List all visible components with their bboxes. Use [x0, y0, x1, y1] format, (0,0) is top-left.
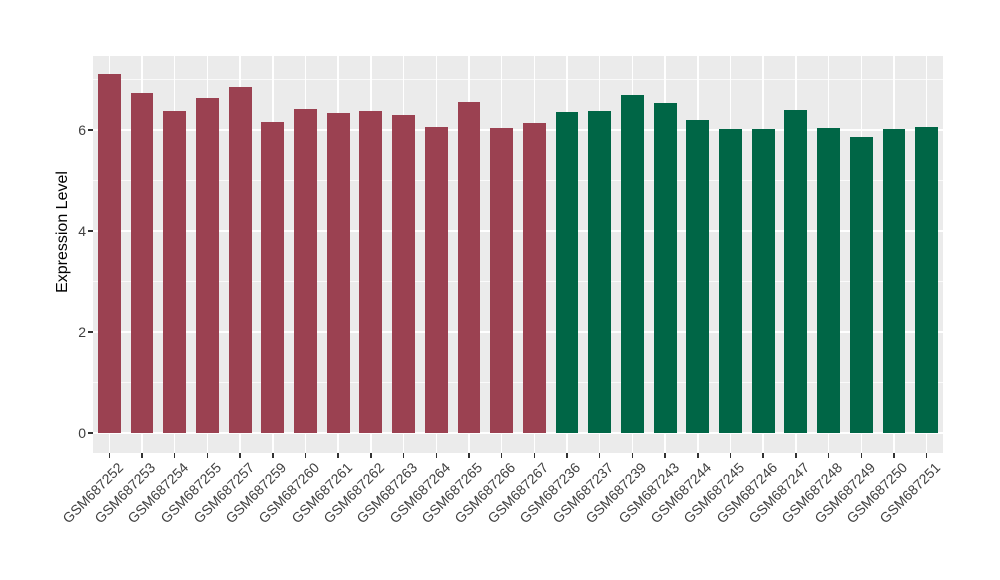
y-tick-mark-4 [88, 230, 93, 232]
gridline-minor-y5 [93, 180, 943, 181]
bar-GSM687245 [719, 129, 742, 433]
bar-GSM687260 [294, 109, 317, 433]
bar-GSM687267 [522, 123, 546, 433]
bar-GSM687264 [424, 126, 448, 433]
bar-GSM687247 [784, 109, 808, 433]
x-tick-mark-GSM687236 [566, 453, 568, 458]
bar-GSM687248 [817, 128, 840, 433]
x-tick-mark-GSM687264 [435, 453, 438, 458]
gridline-major-y0 [93, 432, 943, 434]
bar-GSM687250 [882, 128, 906, 433]
x-tick-mark-GSM687237 [598, 453, 601, 458]
x-tick-mark-GSM687247 [795, 453, 797, 458]
bar-GSM687254 [163, 110, 187, 433]
bar-GSM687255 [195, 98, 219, 433]
x-tick-mark-GSM687239 [631, 453, 634, 458]
bar-GSM687246 [751, 129, 775, 433]
y-tick-mark-2 [88, 331, 93, 333]
bar-GSM687259 [261, 121, 285, 433]
x-tick-mark-GSM687266 [500, 453, 503, 458]
x-tick-mark-GSM687248 [827, 453, 830, 458]
bar-GSM687243 [653, 103, 677, 433]
y-tick-label-2: 2 [78, 324, 86, 340]
bar-GSM687265 [457, 102, 481, 433]
bar-GSM687251 [915, 126, 939, 433]
x-tick-mark-GSM687245 [729, 453, 732, 458]
bar-GSM687262 [359, 110, 383, 433]
bar-GSM687252 [97, 74, 121, 433]
gridline-minor-y7 [93, 79, 943, 80]
x-tick-mark-GSM687262 [370, 453, 372, 458]
bar-GSM687253 [130, 93, 154, 433]
x-tick-mark-GSM687250 [893, 453, 895, 458]
bar-GSM687257 [228, 86, 252, 433]
x-tick-mark-GSM687244 [697, 453, 699, 458]
x-tick-mark-GSM687261 [337, 453, 339, 458]
x-tick-mark-GSM687254 [173, 453, 176, 458]
bar-GSM687266 [490, 127, 514, 433]
x-tick-mark-GSM687267 [533, 453, 536, 458]
x-tick-mark-GSM687265 [468, 453, 470, 458]
plot-panel [93, 56, 943, 453]
y-tick-label-6: 6 [78, 122, 86, 138]
x-tick-mark-GSM687243 [664, 453, 666, 458]
bar-GSM687244 [686, 119, 710, 433]
bar-GSM687261 [326, 112, 350, 433]
gridline-major-y6 [93, 129, 943, 131]
y-tick-label-0: 0 [78, 425, 86, 441]
x-tick-mark-GSM687252 [108, 453, 111, 458]
y-tick-label-4: 4 [78, 223, 86, 239]
x-tick-mark-GSM687253 [141, 453, 143, 458]
gridline-major-y4 [93, 230, 943, 232]
bar-GSM687249 [849, 136, 873, 433]
x-tick-mark-GSM687263 [402, 453, 405, 458]
y-tick-mark-0 [88, 432, 93, 434]
x-tick-mark-GSM687255 [206, 453, 209, 458]
y-tick-mark-6 [88, 129, 93, 131]
gridline-minor-y3 [93, 281, 943, 282]
x-tick-mark-GSM687251 [925, 453, 928, 458]
x-tick-mark-GSM687249 [860, 453, 863, 458]
x-tick-mark-GSM687246 [762, 453, 764, 458]
bar-GSM687237 [588, 110, 612, 433]
x-tick-mark-GSM687257 [239, 453, 241, 458]
x-tick-mark-GSM687259 [272, 453, 274, 458]
gridline-major-y2 [93, 331, 943, 333]
bar-GSM687239 [620, 95, 644, 433]
x-tick-mark-GSM687260 [304, 453, 307, 458]
gridline-minor-y1 [93, 382, 943, 383]
bar-GSM687263 [392, 114, 415, 433]
bar-GSM687236 [555, 111, 579, 433]
